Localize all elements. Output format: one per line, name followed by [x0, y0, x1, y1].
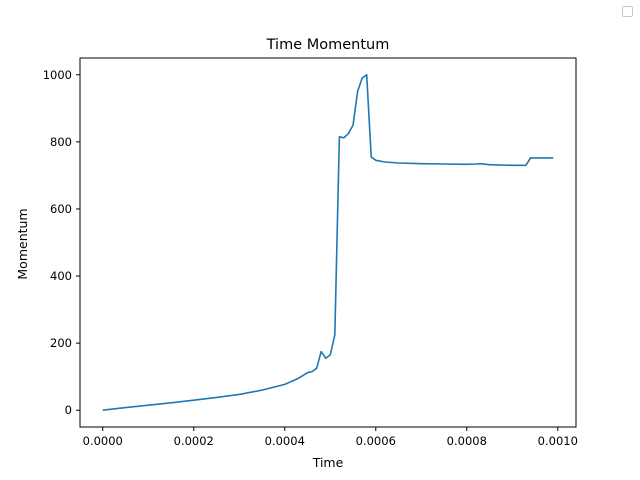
x-tick-label: 0.0006	[356, 434, 396, 448]
x-tick-label: 0.0010	[538, 434, 578, 448]
y-tick-label: 400	[50, 269, 72, 283]
axes-frame	[79, 57, 577, 428]
x-tick-label: 0.0008	[447, 434, 487, 448]
x-tick-label: 0.0002	[174, 434, 214, 448]
y-axis-label: Momentum	[15, 208, 30, 279]
chart-title: Time Momentum	[266, 37, 390, 53]
y-tick-label: 800	[50, 135, 72, 149]
y-tick-label: 1000	[43, 68, 72, 82]
x-axis-label: Time	[312, 455, 344, 470]
y-tick-label: 200	[50, 336, 72, 350]
axes: 0.0000 0.0002 0.0004 0.0006 0.0008 0.0010 0 200…	[43, 57, 578, 448]
x-tick-label: 0.0004	[265, 434, 305, 448]
plot-area	[102, 73, 554, 412]
legend-box	[622, 6, 633, 17]
x-tick-label: 0.0000	[83, 434, 123, 448]
series-line-0	[102, 73, 554, 412]
y-tick-label: 0	[65, 403, 72, 417]
y-tick-label: 600	[50, 202, 72, 216]
